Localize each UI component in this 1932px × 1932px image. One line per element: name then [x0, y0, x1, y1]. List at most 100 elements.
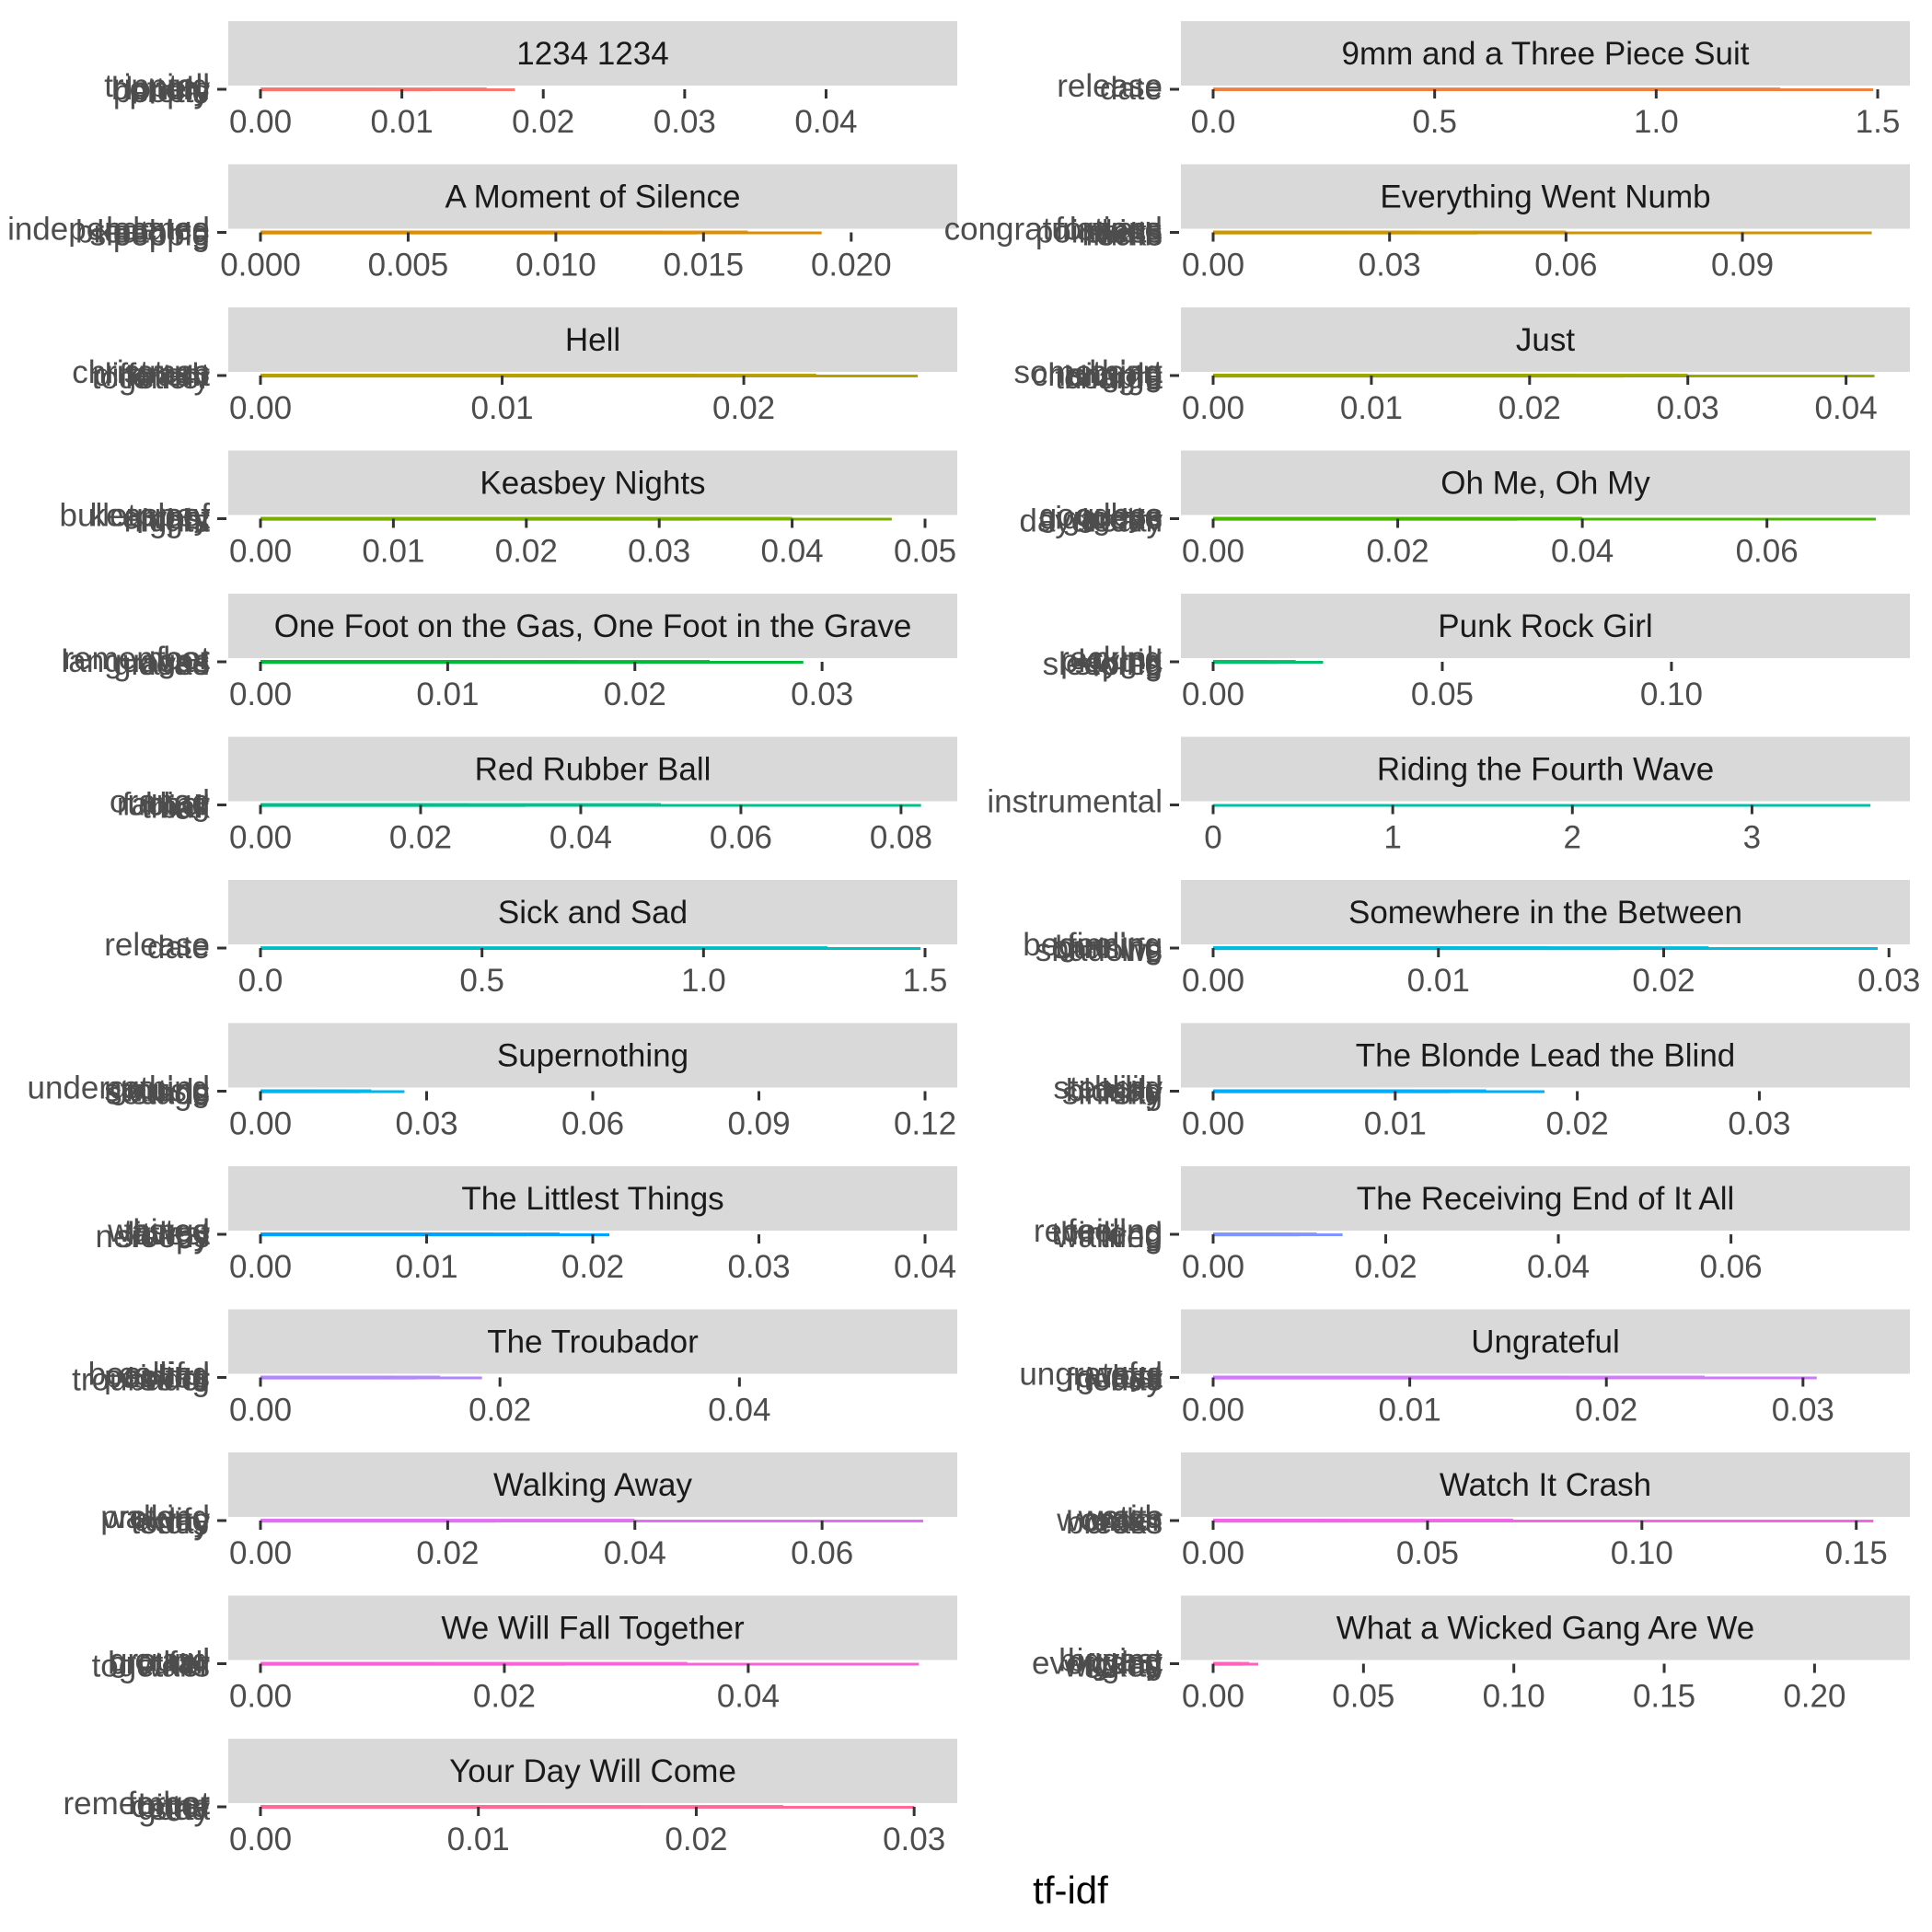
word-label: ball	[160, 790, 210, 826]
word-label: pretty	[129, 74, 210, 110]
facet-panel: The Blonde Lead the Blind steadilyblondes…	[1053, 1023, 1910, 1142]
bar	[1213, 87, 1781, 91]
facet-panel: Walking Away pretendawaytodaywalkinglifes…	[100, 1452, 957, 1571]
word-label: remember	[64, 1786, 211, 1822]
x-tick-label: 0.05	[894, 534, 956, 570]
x-tick-label: 0.04	[1527, 1249, 1590, 1285]
word-label: rocking	[1059, 641, 1163, 677]
bar	[260, 1519, 401, 1521]
facet-strip	[228, 594, 957, 658]
bar	[260, 1375, 369, 1378]
x-tick-label: 0.03	[1657, 390, 1719, 426]
word-label: crash	[131, 357, 210, 393]
facet-strip	[228, 1739, 957, 1803]
bar	[1213, 947, 1507, 950]
word-label: something	[1014, 354, 1163, 390]
bar	[1213, 1233, 1283, 1236]
word-label: gotta	[138, 1791, 210, 1827]
x-tick-label: 0.03	[395, 1106, 457, 1142]
x-tick-label: 0.03	[628, 534, 690, 570]
word-label: nights	[124, 503, 210, 539]
word-label: ways	[1088, 1357, 1163, 1393]
facet-strip	[228, 21, 957, 86]
x-tick-label: 0.00	[1182, 1249, 1244, 1285]
x-tick-label: 0.05	[1411, 677, 1474, 712]
x-tick-label: 0.00	[229, 1393, 292, 1429]
word-label: walking	[1054, 1219, 1163, 1255]
x-tick-label: 0.03	[1857, 963, 1920, 999]
word-label: ungrateful	[1019, 1357, 1163, 1393]
x-tick-label: 0.00	[229, 1822, 292, 1857]
word-label: sleepy	[117, 1219, 211, 1255]
x-tick-label: 1.5	[1856, 104, 1901, 140]
word-label: guess	[1077, 498, 1163, 534]
x-tick-label: 0.06	[1534, 248, 1597, 283]
word-label: everyday	[1032, 1646, 1163, 1682]
bar	[260, 516, 593, 519]
word-label: fights	[1085, 1649, 1163, 1684]
word-label: biggest	[1059, 1643, 1163, 1679]
x-tick-label: 0.01	[416, 677, 479, 712]
x-tick-label: 0.04	[894, 1249, 956, 1285]
bar	[1213, 231, 1378, 234]
bar	[260, 1806, 588, 1809]
facet-panel: Watch It Crash watchcrashbreakswaitswonde…	[1056, 1452, 1910, 1571]
x-tick-label: 0.00	[1182, 677, 1244, 712]
facet-title: Riding the Fourth Wave	[1377, 752, 1714, 788]
facet-panel: Supernothing undergroundstartingstagenoth…	[28, 1023, 957, 1142]
word-label: music	[126, 1073, 210, 1109]
facet-panel: Your Day Will Come rememberbitterstayforg…	[64, 1739, 957, 1857]
word-label: rubber	[117, 787, 211, 823]
word-label: burning	[1055, 930, 1163, 966]
bar	[260, 1090, 328, 1093]
x-tick-label: 0.00	[229, 1249, 292, 1285]
word-label: nervous	[95, 1219, 210, 1255]
word-label: brother	[108, 1646, 210, 1682]
x-tick-label: 0.01	[1340, 390, 1403, 426]
x-tick-label: 0.5	[459, 963, 504, 999]
bar	[1213, 1232, 1278, 1234]
x-tick-label: 0.01	[362, 534, 424, 570]
x-tick-label: 0.00	[1182, 248, 1244, 283]
word-label: song	[140, 1362, 210, 1398]
facet-strip	[1181, 1595, 1910, 1660]
bar	[1213, 516, 1417, 519]
x-tick-label: 0.02	[665, 1822, 727, 1857]
facet-strip	[1181, 1166, 1910, 1231]
facet-panel: Riding the Fourth Wave instrumental 0 1 2 3	[987, 736, 1910, 856]
facet-strip	[1181, 164, 1910, 229]
x-tick-label: 0.02	[1632, 963, 1695, 999]
x-tick-label: 0.0	[238, 963, 283, 999]
facet-panel: Just somethingchangingchargeheartsimpleth…	[1014, 307, 1910, 426]
word-label: tripping	[104, 68, 210, 104]
bar	[260, 803, 393, 805]
word-label: foot	[156, 641, 211, 677]
facet-strip	[228, 1595, 957, 1660]
x-tick-label: 0.04	[708, 1393, 770, 1429]
facet-strip	[228, 1309, 957, 1374]
facet-panel: Ungrateful ungratefulguesstodaywayslostfr…	[1019, 1309, 1910, 1429]
facet-panel: Hell returndifferenttogetherchristmascras…	[72, 307, 957, 426]
word-label: underground	[28, 1070, 211, 1106]
facet-panel: 1234 1234 trippingbottompeopletelllonelyp…	[104, 21, 957, 140]
x-tick-label: 0.00	[229, 1535, 292, 1571]
x-tick-label: 0.02	[604, 677, 666, 712]
facet-title: Supernothing	[497, 1038, 688, 1074]
word-label: today	[1083, 503, 1163, 539]
word-label: date	[147, 930, 210, 966]
bar	[260, 1805, 544, 1807]
word-label: sky	[1115, 1076, 1163, 1112]
x-tick-label: 0.02	[389, 820, 452, 856]
word-label: painted	[104, 1359, 210, 1395]
word-label: bitter	[138, 1788, 210, 1824]
x-tick-label: 0.015	[664, 248, 745, 283]
facet-strip	[228, 1452, 957, 1517]
word-label: tell	[168, 68, 210, 104]
x-tick-label: 0.005	[368, 248, 449, 283]
facet-title: The Troubador	[487, 1325, 699, 1360]
facet-title: Walking Away	[493, 1467, 692, 1503]
x-tick-label: 0.06	[710, 820, 772, 856]
x-tick-label: 0.020	[811, 248, 892, 283]
facet-panel: Punk Rock Girl punkplayingsleepingrocking…	[1043, 594, 1910, 712]
word-label: forward	[1055, 212, 1163, 248]
